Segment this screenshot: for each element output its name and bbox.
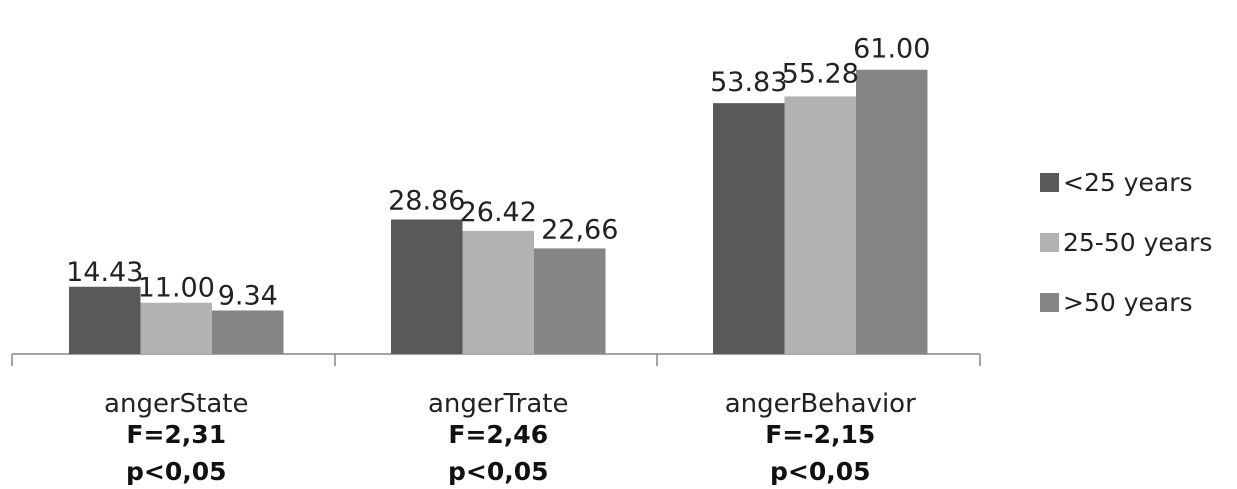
data-label: 28.86	[388, 186, 465, 217]
legend-label: 25-50 years	[1063, 228, 1212, 257]
legend-swatch	[1040, 233, 1059, 252]
data-label: 53.83	[710, 67, 787, 98]
bar	[391, 219, 463, 354]
legend-label: <25 years	[1063, 168, 1193, 197]
legend: <25 years 25-50 years >50 years	[1040, 168, 1212, 317]
x-axis	[11, 353, 981, 366]
p-value: p<0,05	[448, 457, 549, 486]
bar	[856, 69, 928, 355]
f-statistic: F=2,46	[448, 420, 548, 449]
p-value: p<0,05	[770, 457, 871, 486]
bar	[713, 103, 785, 355]
bars	[69, 69, 928, 355]
data-label: 9.34	[218, 280, 278, 311]
legend-swatch	[1040, 173, 1059, 192]
category-label: angerState	[104, 389, 248, 419]
bar	[140, 302, 212, 354]
bar	[69, 286, 141, 354]
f-statistic: F=2,31	[126, 420, 226, 449]
legend-label: >50 years	[1063, 288, 1193, 317]
category-label: angerTrate	[428, 389, 568, 419]
bar	[784, 96, 856, 354]
data-label: 61.00	[853, 34, 930, 65]
data-label: 11.00	[138, 273, 215, 304]
bar	[534, 248, 606, 354]
data-label: 26.42	[460, 197, 537, 228]
bar	[462, 230, 534, 354]
data-label: 22,66	[541, 214, 618, 245]
f-statistic: F=-2,15	[765, 420, 875, 449]
p-value: p<0,05	[126, 457, 227, 486]
data-label: 14.43	[66, 257, 143, 288]
legend-swatch	[1040, 293, 1059, 312]
bar	[212, 310, 284, 354]
data-label: 55.28	[782, 58, 859, 89]
category-label: angerBehavior	[725, 389, 916, 419]
